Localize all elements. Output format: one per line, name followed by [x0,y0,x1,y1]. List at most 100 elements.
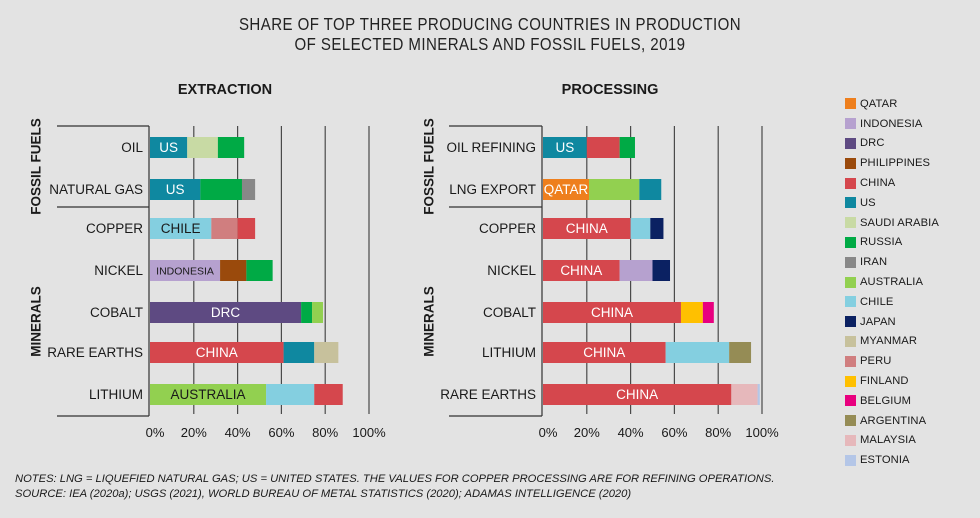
bar-segment-qatar [543,179,589,200]
legend-item-saudi-arabia: SAUDI ARABIA [845,213,939,233]
chart-title-line-1: SHARE OF TOP THREE PRODUCING COUNTRIES I… [238,14,742,34]
legend-swatch [845,256,856,268]
bar-segment-estonia [757,384,760,405]
legend-swatch [845,415,856,427]
legend-label: AUSTRALIA [860,276,924,289]
bar-segment-china [586,137,620,158]
legend-label: US [860,196,876,209]
x-tick-label: 40% [225,425,251,440]
category-label: NICKEL [94,263,143,278]
category-label: COBALT [90,305,143,320]
bar-segment-label: CHILE [161,221,201,236]
category-label: LITHIUM [89,387,143,402]
bar-row-rare-earths: RARE EARTHS CHINA [440,384,760,405]
legend-label: BELGIUM [860,394,912,407]
bar-segment-china [314,384,343,405]
category-label: LNG EXPORT [449,182,536,197]
bar-segment-russia [217,137,245,158]
bar-segment-label: CHINA [560,263,602,278]
extraction-panel: 0% 20% 40% 60% 80% 100% FOSSIL FUELS MINERALS OI… [29,118,387,440]
legend-item-argentina: ARGENTINA [845,411,939,431]
bar-segment-saudi-arabia [187,137,218,158]
group-label-minerals: MINERALS [422,286,437,357]
bar-segment-chile [665,342,730,363]
legend-label: ARGENTINA [860,414,927,427]
legend-item-russia: RUSSIA [845,233,939,253]
bar-segment-us [150,179,201,200]
legend-swatch [845,335,856,347]
bar-segment-label: QATAR [544,182,589,197]
legend-swatch [845,316,856,328]
bar-segment-label: US [159,140,178,155]
bar-row-lithium: LITHIUM AUSTRALIA [89,384,343,405]
bar-segment-indonesia [619,260,653,281]
bar-row-rare-earths: RARE EARTHS CHINA [47,342,339,363]
group-label-fossil-fuels: FOSSIL FUELS [29,118,44,215]
category-label: NICKEL [487,263,536,278]
x-tick-label: 80% [705,425,731,440]
bar-segment-russia [200,179,242,200]
bar-segment-russia [301,302,313,323]
extraction-panel-title: EXTRACTION [177,82,273,98]
bar-segment-label: DRC [211,305,240,320]
category-label: COPPER [86,221,143,236]
bar-segment-label: CHINA [583,345,625,360]
bar-segment-malaysia [731,384,758,405]
legend-swatch [845,454,856,466]
legend-label: MALAYSIA [860,434,916,447]
legend-item-japan: JAPAN [845,312,939,332]
bar-segment-us [150,137,188,158]
bar-segment-indonesia [150,260,221,281]
bar-segment-chile [150,218,212,239]
source-line: SOURCE: IEA (2020a); USGS (2021), WORLD … [15,487,632,500]
legend-item-finland: FINLAND [845,371,939,391]
legend-swatch [845,276,856,288]
group-label-minerals: MINERALS [29,286,44,357]
bar-segment-us [283,342,315,363]
category-label: OIL REFINING [446,140,536,155]
legend-label: MYANMAR [860,335,918,348]
legend-swatch [845,296,856,308]
x-tick-label: 100% [745,425,779,440]
notes-line: NOTES: LNG = LIQUEFIED NATURAL GAS; US =… [15,473,775,485]
bar-row-nickel: NICKEL INDONESIA [94,260,273,281]
legend-item-china: CHINA [845,173,939,193]
bar-row-cobalt: COBALT DRC [90,302,324,323]
bar-segment-peru [211,218,238,239]
x-tick-label: 100% [352,425,386,440]
bar-row-oil-refining: OIL REFINING US [446,137,635,158]
bar-row-nickel: NICKEL CHINA [487,260,671,281]
legend-item-drc: DRC [845,134,939,154]
legend-item-iran: IRAN [845,252,939,272]
legend-swatch [845,137,856,149]
legend-label: CHILE [860,295,894,308]
bar-segment-china [543,260,620,281]
legend-swatch [845,236,856,248]
bar-segment-label: AUSTRALIA [171,387,246,402]
legend-item-qatar: QATAR [845,94,939,114]
bar-segment-argentina [729,342,752,363]
bar-segment-russia [246,260,273,281]
legend-item-indonesia: INDONESIA [845,114,939,134]
bar-segment-china [543,218,631,239]
bar-segment-myanmar [314,342,339,363]
bar-segment-label: CHINA [616,387,658,402]
legend-item-us: US [845,193,939,213]
legend-item-estonia: ESTONIA [845,450,939,470]
category-label: NATURAL GAS [49,182,143,197]
x-tick-label: 60% [268,425,294,440]
bar-segment-russia [619,137,635,158]
bar-row-copper: COPPER CHINA [479,218,664,239]
legend-label: RUSSIA [860,236,903,249]
bar-row-lng-export: LNG EXPORT QATAR [449,179,662,200]
bar-row-cobalt: COBALT CHINA [483,302,714,323]
bar-row-copper: COPPER CHILE [86,218,256,239]
bar-segment-japan [652,260,671,281]
bar-segment-label: CHINA [566,221,608,236]
category-label: RARE EARTHS [47,345,143,360]
bar-segment-australia [588,179,640,200]
legend-swatch [845,434,856,446]
legend-label: ESTONIA [860,454,910,467]
bar-segment-china [543,342,666,363]
